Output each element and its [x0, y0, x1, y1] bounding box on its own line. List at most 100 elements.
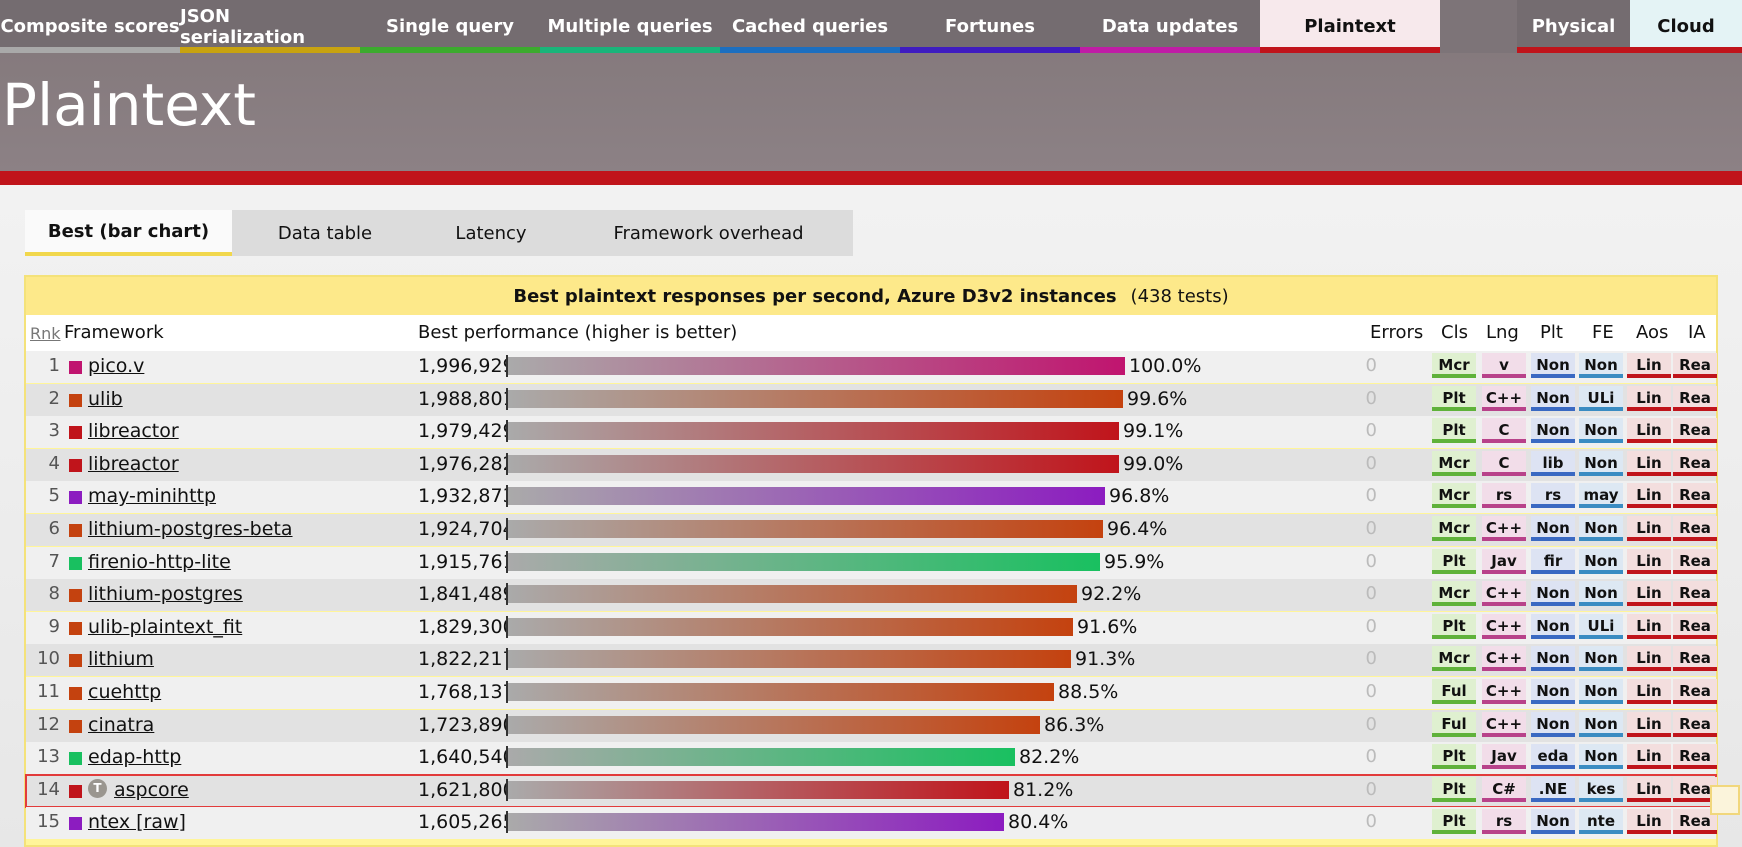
- framework-color-swatch: [69, 393, 82, 407]
- header-ia: IA: [1688, 322, 1706, 343]
- table-row: 2 ulib 1,988,801 99.6% 0 Plt C++ Non ULi Lin Rea: [26, 383, 1717, 416]
- env-tab-cloud[interactable]: Cloud: [1630, 0, 1742, 53]
- framework-name-link[interactable]: ulib-plaintext_fit: [88, 615, 243, 638]
- bar-axis: [506, 387, 508, 410]
- performance-percent: 92.2%: [1081, 583, 1142, 606]
- errors-count: 0: [1365, 420, 1377, 442]
- performance-bar: [508, 617, 1073, 636]
- framework-name-link[interactable]: may-minihttp: [88, 485, 217, 508]
- attribute-tag-aos: Lin: [1627, 548, 1671, 574]
- attribute-tag-aos: Lin: [1627, 776, 1671, 802]
- attribute-tag-cls: Plt: [1432, 744, 1476, 770]
- attribute-tag-aos: Lin: [1627, 711, 1671, 737]
- performance-percent: 80.4%: [1008, 811, 1069, 834]
- attribute-tag-ia: Rea: [1673, 516, 1717, 541]
- scroll-handle[interactable]: [1710, 785, 1740, 815]
- results-panel: Best plaintext responses per second, Azu…: [24, 275, 1718, 847]
- attribute-tag-ia: Rea: [1673, 679, 1717, 704]
- attribute-tag-fe: Non: [1579, 516, 1623, 541]
- nav-tab-cached-queries[interactable]: Cached queries: [720, 0, 900, 53]
- tab-framework-overhead[interactable]: Framework overhead: [613, 222, 804, 244]
- nav-tab-json-serialization[interactable]: JSON serialization: [180, 0, 360, 53]
- tab-data-table[interactable]: Data table: [277, 222, 373, 244]
- framework-name-link[interactable]: aspcore: [114, 778, 189, 801]
- framework-color-swatch: [69, 458, 82, 472]
- attribute-tag-cls: Plt: [1432, 548, 1476, 574]
- page-title: Plaintext: [2, 71, 256, 139]
- nav-tab-stripe: [360, 47, 540, 53]
- framework-name-link[interactable]: ulib: [88, 387, 123, 410]
- framework-name-link[interactable]: lithium-postgres-beta: [88, 518, 293, 540]
- table-row: 7 firenio-http-lite 1,915,761 95.9% 0 Plt Jav f…: [26, 546, 1717, 579]
- performance-bar: [508, 487, 1105, 506]
- framework-name-link[interactable]: pico.v: [88, 355, 145, 377]
- performance-value: 1,621,800: [418, 778, 515, 801]
- nav-tab-stripe: [540, 47, 720, 53]
- errors-count: 0: [1365, 518, 1377, 539]
- framework-name-link[interactable]: lithium: [88, 648, 154, 671]
- attribute-tag-aos: Lin: [1627, 516, 1671, 541]
- nav-tab-plaintext[interactable]: Plaintext: [1260, 0, 1440, 53]
- nav-tab-stripe: [180, 47, 360, 53]
- framework-color-swatch: [69, 556, 82, 570]
- attribute-tag-plt: Non: [1531, 581, 1575, 607]
- tab-best-bar-chart[interactable]: Best (bar chart): [25, 210, 232, 256]
- table-row: 9 ulib-plaintext_fit 1,829,300 91.6% 0 Plt C++…: [26, 611, 1717, 644]
- env-tab-physical[interactable]: Physical: [1517, 0, 1630, 53]
- results-title-text: Best plaintext responses per second, Azu…: [513, 285, 1117, 307]
- framework-name-link[interactable]: lithium-postgres: [88, 583, 243, 606]
- performance-percent: 95.9%: [1104, 550, 1165, 573]
- framework-name-link[interactable]: edap-http: [88, 746, 182, 769]
- attribute-tag-cls: Plt: [1432, 385, 1476, 411]
- header-aos: Aos: [1636, 322, 1669, 343]
- test-type-nav: Composite scores JSON serialization Single…: [0, 0, 1742, 53]
- framework-name-link[interactable]: libreactor: [88, 420, 179, 443]
- attribute-tag-lng: rs: [1482, 483, 1526, 509]
- table-row: 15 ntex [raw] 1,605,265 80.4% 0 Plt rs Non nte Li…: [26, 807, 1717, 840]
- results-title: Best plaintext responses per second, Azu…: [26, 277, 1716, 315]
- framework-name-link[interactable]: cinatra: [88, 713, 155, 736]
- nav-tab-multiple-queries[interactable]: Multiple queries: [540, 0, 720, 53]
- header-framework: Framework: [64, 322, 164, 343]
- nav-tab-data-updates[interactable]: Data updates: [1080, 0, 1260, 53]
- performance-bar: [508, 389, 1123, 408]
- performance-bar: [508, 520, 1103, 538]
- framework-name-link[interactable]: libreactor: [88, 452, 179, 475]
- nav-tab-single-query[interactable]: Single query: [360, 0, 540, 53]
- bar-axis: [506, 550, 508, 573]
- header-plt: Plt: [1540, 322, 1563, 343]
- page-header: Plaintext: [0, 53, 1742, 171]
- bar-axis: [506, 713, 508, 736]
- performance-value: 1,996,929: [418, 355, 515, 377]
- performance-percent: 86.3%: [1044, 713, 1105, 736]
- rank-cell: 8: [48, 583, 60, 605]
- framework-name-link[interactable]: firenio-http-lite: [88, 550, 231, 573]
- attribute-tag-ia: Rea: [1673, 613, 1717, 639]
- framework-color-swatch: [69, 654, 82, 668]
- framework-name-link[interactable]: ntex [raw]: [88, 811, 186, 834]
- attribute-tag-cls: Mcr: [1432, 450, 1476, 476]
- attribute-tag-plt: fir: [1531, 548, 1575, 574]
- attribute-tag-plt: .NE: [1531, 776, 1575, 802]
- performance-value: 1,768,137: [418, 681, 515, 703]
- attribute-tag-plt: Non: [1531, 385, 1575, 411]
- bar-axis: [506, 615, 508, 638]
- performance-bar: [508, 683, 1054, 701]
- nav-tab-stripe: [720, 47, 900, 53]
- attribute-tag-aos: Lin: [1627, 353, 1671, 378]
- table-row: 1 pico.v 1,996,929 100.0% 0 Mcr v Non Non Lin Rea: [26, 351, 1717, 383]
- tab-latency[interactable]: Latency: [455, 222, 527, 244]
- attribute-tag-aos: Lin: [1627, 613, 1671, 639]
- header-rank[interactable]: Rnk: [30, 324, 61, 343]
- bar-axis: [506, 746, 508, 769]
- nav-tab-composite-scores[interactable]: Composite scores: [0, 0, 180, 53]
- nav-tab-fortunes[interactable]: Fortunes: [900, 0, 1080, 53]
- nav-tab-stripe: [900, 47, 1080, 53]
- bar-axis: [506, 583, 508, 606]
- framework-name-link[interactable]: cuehttp: [88, 681, 162, 703]
- attribute-tag-cls: Mcr: [1432, 581, 1476, 607]
- performance-bar: [508, 585, 1077, 604]
- attribute-tag-fe: Non: [1579, 711, 1623, 737]
- rank-cell: 4: [48, 452, 60, 474]
- table-row: 3 libreactor 1,979,429 99.1% 0 Plt C Non Non Lin R…: [26, 416, 1717, 449]
